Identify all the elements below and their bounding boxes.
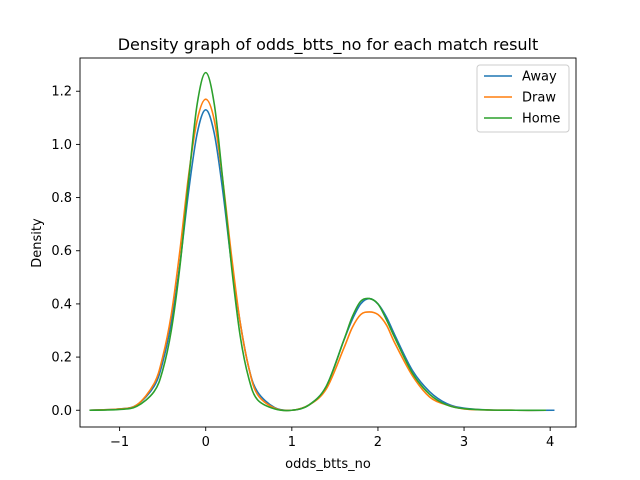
y-axis-label: Density bbox=[30, 218, 45, 268]
x-tick-label: 3 bbox=[460, 435, 468, 450]
legend-label-away: Away bbox=[522, 70, 557, 85]
series-line-home bbox=[89, 71, 546, 412]
legend-label-home: Home bbox=[522, 112, 560, 127]
y-tick-label: 1.0 bbox=[51, 138, 72, 153]
legend-box bbox=[476, 64, 570, 133]
legend: Away Draw Home bbox=[476, 64, 570, 133]
plot-area bbox=[79, 57, 577, 428]
y-tick-label: 0.0 bbox=[51, 404, 72, 419]
legend-label-draw: Draw bbox=[522, 91, 556, 106]
x-axis-ticks: −1 0 1 2 3 4 bbox=[110, 427, 554, 450]
y-tick-label: 0.4 bbox=[51, 297, 72, 312]
x-tick-label: 0 bbox=[202, 435, 210, 450]
x-tick-label: 1 bbox=[288, 435, 296, 450]
series-layer bbox=[89, 71, 555, 412]
x-tick-label: −1 bbox=[110, 435, 129, 450]
y-tick-label: 0.8 bbox=[51, 191, 72, 206]
x-tick-label: 4 bbox=[546, 435, 554, 450]
y-tick-label: 0.6 bbox=[51, 244, 72, 259]
y-tick-label: 0.2 bbox=[51, 351, 72, 366]
x-axis-label: odds_btts_no bbox=[285, 457, 371, 472]
chart-title: Density graph of odds_btts_no for each m… bbox=[118, 35, 539, 55]
y-tick-label: 1.2 bbox=[51, 85, 72, 100]
axes-frame bbox=[79, 57, 577, 428]
x-tick-label: 2 bbox=[374, 435, 382, 450]
y-axis-ticks: 0.0 0.2 0.4 0.6 0.8 1.0 1.2 bbox=[51, 85, 80, 419]
